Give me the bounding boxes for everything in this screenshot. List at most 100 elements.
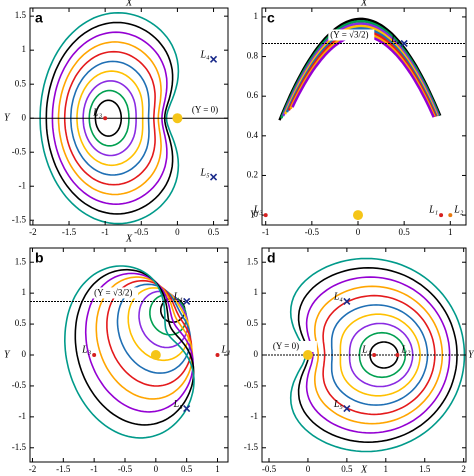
- annotation-bg: [328, 29, 375, 41]
- y-tick-label: 0.8: [247, 51, 259, 61]
- x-tick-label: -1: [262, 227, 270, 237]
- x-tick-label: -0.5: [262, 464, 277, 474]
- x-tick-label: 1: [384, 464, 389, 474]
- orbit-curve: [289, 31, 436, 118]
- point-dot: [215, 353, 220, 357]
- x-tick-label: 1: [215, 464, 220, 474]
- orbit-curve: [313, 285, 444, 425]
- orbit-curve: [282, 22, 440, 117]
- x-tick-label: 0: [175, 227, 180, 237]
- point-label: L₅: [333, 399, 344, 410]
- axes-frame: [29, 7, 229, 226]
- point-label: L₁: [361, 344, 371, 355]
- point-dot: [103, 116, 108, 121]
- point-label: L₄: [200, 50, 211, 61]
- point-dot: [92, 353, 97, 357]
- point-label: L₅: [200, 167, 211, 178]
- x-tick-label: 0.5: [341, 464, 353, 474]
- orbit-curve: [63, 265, 195, 439]
- x-tick-label: -2: [29, 464, 37, 474]
- x-axis-label: X: [125, 0, 133, 8]
- y-tick-label: 0.2: [247, 170, 258, 180]
- point-cross: [400, 39, 408, 48]
- panel: (Y = 0)-2 -1.5 -1 -0.5 0 0.5-1.5-1-0.500.511.…: [4, 0, 236, 237]
- orbit-curve: [95, 276, 194, 400]
- guide-annotation: (Y = 0): [273, 341, 299, 351]
- x-tick-label: 0.5: [399, 227, 411, 237]
- point-dot: [439, 213, 444, 218]
- orbit-curve: [322, 294, 436, 416]
- orbit-curve: [283, 24, 439, 117]
- guide-annotation: (Y = 0): [192, 104, 218, 114]
- x-tick-label: 0.5: [181, 464, 193, 474]
- guide-annotation: (Y = √3/2): [330, 30, 368, 40]
- y-tick-label: 1: [22, 44, 27, 54]
- y-tick-label: -1: [251, 411, 259, 421]
- point-label: L₂: [400, 344, 411, 355]
- x-tick-label: 0: [356, 227, 361, 237]
- y-tick-label: -0.5: [244, 380, 259, 390]
- point-label: L₃: [92, 107, 103, 118]
- y-tick-label: 0: [254, 349, 259, 359]
- point-label: L₂: [453, 204, 464, 215]
- x-tick-label: -0.5: [118, 464, 133, 474]
- x-tick-label: 2: [461, 464, 466, 474]
- y-tick-label: -0.5: [12, 380, 27, 390]
- y-tick-label: -1.5: [244, 442, 259, 452]
- plot-area: [30, 11, 228, 225]
- y-axis-label: Y: [250, 209, 257, 220]
- annotation-bg: [189, 104, 236, 116]
- point-cross: [183, 404, 191, 413]
- y-tick-label: 0: [22, 349, 27, 359]
- y-tick-label: -0.5: [12, 146, 27, 156]
- point-label: L₁: [221, 344, 231, 355]
- primary-body: [150, 350, 161, 360]
- y-tick-label: -1.5: [12, 442, 27, 452]
- orbit-curve: [280, 20, 441, 119]
- guide-annotation: (Y = √3/2): [94, 288, 132, 298]
- point-cross: [209, 173, 218, 181]
- x-tick-label: -2: [29, 227, 37, 237]
- y-tick-label: 1: [22, 287, 27, 297]
- point-label: L₄: [333, 292, 344, 303]
- axes-frame: [261, 7, 467, 226]
- orbit-curve: [84, 272, 194, 413]
- annotation-bg: [270, 341, 317, 352]
- y-tick-label: -1: [19, 180, 27, 190]
- y-tick-label: 0: [22, 112, 27, 122]
- orbit-curve: [74, 268, 195, 426]
- point-dot: [448, 213, 453, 218]
- panel: (Y = 0) -0.5 0 0.5 1 1.5 2 -1.5 -1 -0.5 0 0.5 1 1.5 X Y…: [244, 247, 474, 475]
- annotation-bg: [92, 287, 139, 299]
- y-axis-label: Y: [468, 349, 474, 360]
- point-dot: [395, 353, 400, 357]
- point-cross: [183, 297, 191, 306]
- x-tick-label: 0: [306, 464, 311, 474]
- panel: (Y = √3/2) -2 -1.5 -1 -0.5 0 0.5 1 -1.5 -1 -0.5 0 0.…: [4, 233, 231, 474]
- x-tick-label: -1.5: [62, 227, 77, 237]
- x-tick-label: -1: [101, 227, 109, 237]
- panel-letter: c: [267, 10, 275, 26]
- panel-letter: d: [267, 250, 276, 266]
- y-tick-label: 1.5: [247, 256, 259, 266]
- y-tick-label: -1: [19, 411, 27, 421]
- panel-letter: b: [35, 250, 44, 266]
- panel-letter: a: [35, 10, 43, 26]
- point-dot: [263, 213, 268, 218]
- point-label: L₁: [428, 204, 438, 215]
- point-label: L₄: [390, 34, 401, 45]
- panel: (Y = √3/2) -1 -0.5 0 0.5 1 0 0.2 0.4 0.6 0.8 1 X Yc L₄…: [247, 0, 467, 237]
- primary-body: [353, 210, 363, 221]
- y-tick-label: 0.5: [15, 318, 27, 328]
- x-axis-label: X: [125, 233, 133, 244]
- y-tick-label: 0.6: [247, 90, 259, 100]
- point-cross: [343, 404, 351, 413]
- point-cross: [209, 55, 218, 63]
- x-tick-label: -1.5: [56, 464, 71, 474]
- primary-body: [302, 350, 313, 360]
- y-tick-label: 0.5: [15, 78, 27, 88]
- y-tick-label: -1.5: [12, 214, 27, 224]
- point-label: L₃: [81, 344, 92, 355]
- y-tick-label: 1: [254, 287, 259, 297]
- x-tick-label: -0.5: [134, 227, 149, 237]
